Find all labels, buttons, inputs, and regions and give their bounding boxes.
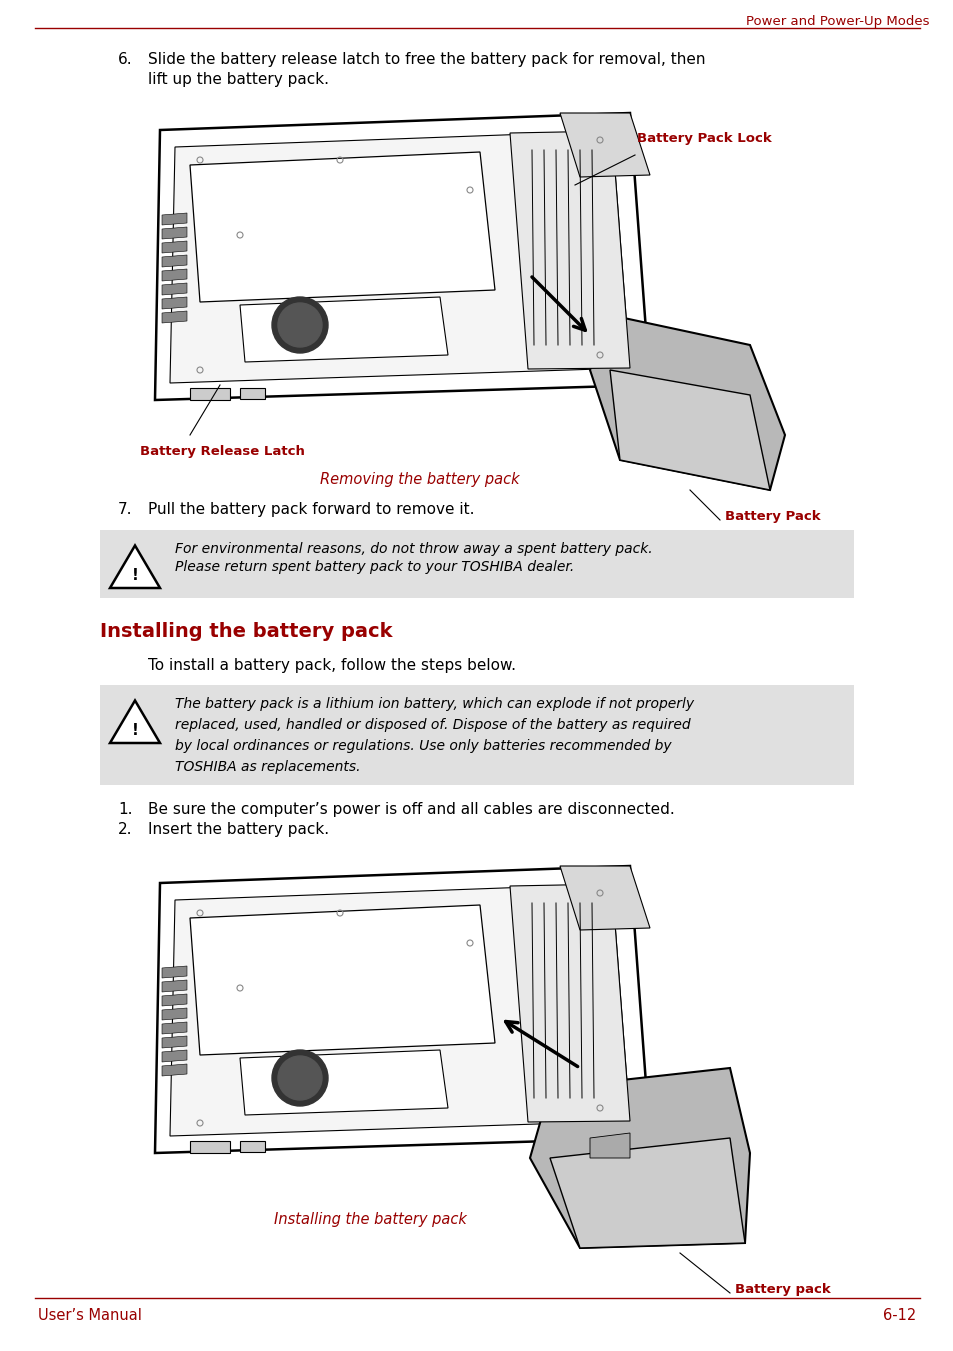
Text: !: ! xyxy=(132,567,138,584)
Circle shape xyxy=(272,1050,328,1106)
Polygon shape xyxy=(162,255,187,267)
Polygon shape xyxy=(162,1065,187,1075)
Text: To install a battery pack, follow the steps below.: To install a battery pack, follow the st… xyxy=(148,658,516,673)
Bar xyxy=(100,685,853,785)
Polygon shape xyxy=(240,297,448,362)
Text: lift up the battery pack.: lift up the battery pack. xyxy=(148,72,329,86)
Polygon shape xyxy=(162,240,187,253)
Text: Battery pack: Battery pack xyxy=(734,1283,830,1296)
Polygon shape xyxy=(162,1008,187,1020)
Polygon shape xyxy=(589,315,784,490)
Polygon shape xyxy=(559,866,649,929)
Polygon shape xyxy=(154,866,649,1152)
Circle shape xyxy=(277,1056,322,1100)
Text: Slide the battery release latch to free the battery pack for removal, then: Slide the battery release latch to free … xyxy=(148,51,705,68)
Bar xyxy=(240,388,265,399)
Text: For environmental reasons, do not throw away a spent battery pack.: For environmental reasons, do not throw … xyxy=(174,542,652,557)
Text: 2.: 2. xyxy=(118,821,132,838)
Circle shape xyxy=(277,303,322,347)
Text: Installing the battery pack: Installing the battery pack xyxy=(100,621,392,640)
Polygon shape xyxy=(162,311,187,323)
Bar xyxy=(190,1142,230,1152)
Bar xyxy=(190,388,230,400)
Text: !: ! xyxy=(132,723,138,738)
Polygon shape xyxy=(510,884,629,1121)
Text: Please return spent battery pack to your TOSHIBA dealer.: Please return spent battery pack to your… xyxy=(174,561,574,574)
Polygon shape xyxy=(162,966,187,978)
Polygon shape xyxy=(162,227,187,239)
Polygon shape xyxy=(162,282,187,295)
Text: Be sure the computer’s power is off and all cables are disconnected.: Be sure the computer’s power is off and … xyxy=(148,802,674,817)
Polygon shape xyxy=(510,131,629,369)
Text: Power and Power-Up Modes: Power and Power-Up Modes xyxy=(745,15,929,28)
Text: Battery Release Latch: Battery Release Latch xyxy=(140,444,305,458)
Polygon shape xyxy=(530,1069,749,1248)
Text: TOSHIBA as replacements.: TOSHIBA as replacements. xyxy=(174,761,360,774)
Text: Battery Pack: Battery Pack xyxy=(724,509,820,523)
Polygon shape xyxy=(162,994,187,1006)
Polygon shape xyxy=(190,905,495,1055)
Polygon shape xyxy=(110,701,160,743)
Polygon shape xyxy=(162,297,187,309)
Polygon shape xyxy=(589,1133,629,1158)
Polygon shape xyxy=(550,1138,744,1248)
Polygon shape xyxy=(154,113,649,400)
Polygon shape xyxy=(609,370,769,490)
Text: 1.: 1. xyxy=(118,802,132,817)
Polygon shape xyxy=(170,884,629,1136)
Text: by local ordinances or regulations. Use only batteries recommended by: by local ordinances or regulations. Use … xyxy=(174,739,671,753)
Polygon shape xyxy=(170,131,629,382)
Text: Insert the battery pack.: Insert the battery pack. xyxy=(148,821,329,838)
Text: Removing the battery pack: Removing the battery pack xyxy=(320,471,519,486)
Text: User’s Manual: User’s Manual xyxy=(38,1308,142,1323)
Polygon shape xyxy=(559,113,649,177)
Polygon shape xyxy=(162,1050,187,1062)
Polygon shape xyxy=(190,153,495,303)
Polygon shape xyxy=(162,1021,187,1034)
Text: The battery pack is a lithium ion battery, which can explode if not properly: The battery pack is a lithium ion batter… xyxy=(174,697,694,711)
Polygon shape xyxy=(240,1050,448,1115)
Text: Installing the battery pack: Installing the battery pack xyxy=(274,1212,466,1227)
Polygon shape xyxy=(162,1036,187,1048)
Polygon shape xyxy=(110,546,160,588)
Text: Pull the battery pack forward to remove it.: Pull the battery pack forward to remove … xyxy=(148,503,474,517)
Bar xyxy=(100,530,853,598)
Polygon shape xyxy=(162,269,187,281)
Text: replaced, used, handled or disposed of. Dispose of the battery as required: replaced, used, handled or disposed of. … xyxy=(174,717,690,732)
Text: 6-12: 6-12 xyxy=(882,1308,915,1323)
Bar xyxy=(240,1142,265,1152)
Circle shape xyxy=(272,297,328,353)
Text: Battery Pack Lock: Battery Pack Lock xyxy=(637,132,771,145)
Text: 6.: 6. xyxy=(118,51,132,68)
Polygon shape xyxy=(162,213,187,226)
Polygon shape xyxy=(162,979,187,992)
Text: 7.: 7. xyxy=(118,503,132,517)
